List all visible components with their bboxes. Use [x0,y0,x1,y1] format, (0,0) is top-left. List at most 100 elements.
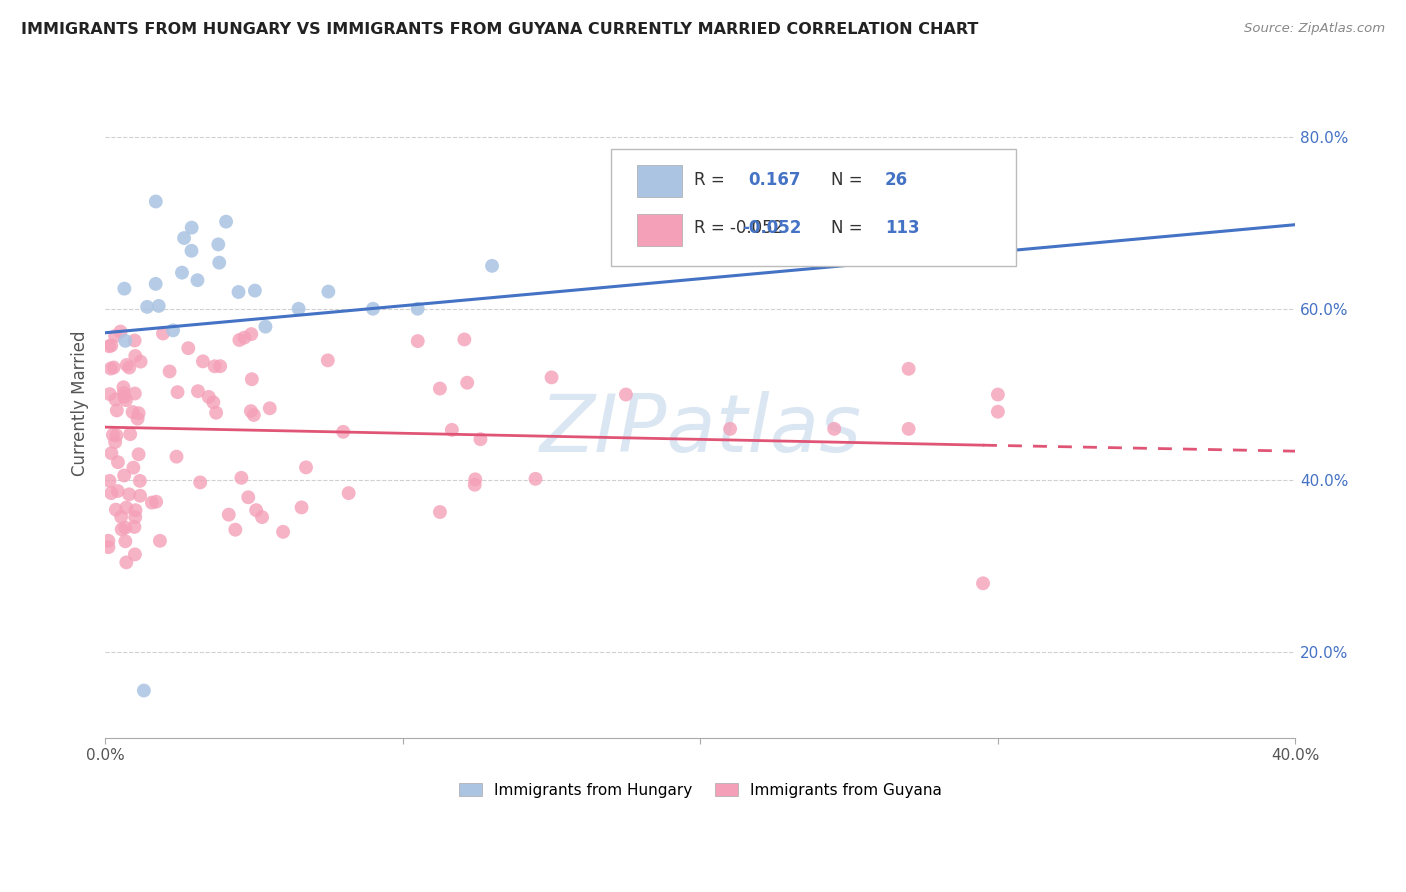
Point [132,683,155,698]
Point [112,380,135,394]
Point [209,359,232,374]
Point [118,487,141,501]
Point [614,387,637,401]
Point [149,533,172,548]
Text: 26: 26 [884,171,908,189]
Point [464,477,486,491]
Point [128,406,150,420]
Point [254,319,277,334]
Point [124,510,146,524]
Point [271,524,294,539]
Point [104,502,127,516]
Text: Source: ZipAtlas.com: Source: ZipAtlas.com [1244,22,1385,36]
Point [97,533,120,548]
Point [124,334,146,348]
Point [166,385,188,400]
Point [128,447,150,461]
Point [124,548,146,562]
Point [233,330,256,344]
Point [118,360,141,375]
Point [231,471,253,485]
Point [120,427,142,442]
Y-axis label: Currently Married: Currently Married [72,330,89,475]
Point [481,259,503,273]
Point [124,520,146,534]
Text: IMMIGRANTS FROM HUNGARY VS IMMIGRANTS FROM GUYANA CURRENTLY MARRIED CORRELATION : IMMIGRANTS FROM HUNGARY VS IMMIGRANTS FR… [21,22,979,37]
Point [218,508,240,522]
Point [100,486,122,500]
Point [124,349,146,363]
FancyBboxPatch shape [637,214,682,246]
Point [152,326,174,341]
Point [239,404,262,418]
Point [259,401,281,416]
Point [103,360,125,375]
Point [453,333,475,347]
Point [243,408,266,422]
FancyBboxPatch shape [612,149,1015,266]
Point [332,425,354,439]
Point [540,370,562,384]
Text: R =: R = [695,219,725,236]
Point [98,387,121,401]
Point [406,301,429,316]
Point [224,523,246,537]
Point [107,483,129,498]
Point [170,266,193,280]
Point [98,474,121,488]
Point [250,510,273,524]
Text: R =: R = [695,171,725,189]
Point [129,354,152,368]
Point [166,450,188,464]
Point [240,372,263,386]
Point [111,522,134,536]
Point [97,540,120,554]
Point [115,393,138,408]
Point [110,509,132,524]
Text: 0.167: 0.167 [748,171,800,189]
Point [124,386,146,401]
Point [718,422,741,436]
FancyBboxPatch shape [637,165,682,197]
Point [238,490,260,504]
Point [228,285,250,299]
Point [115,500,138,515]
Point [110,325,132,339]
Point [972,576,994,591]
Point [202,395,225,409]
Point [145,277,167,291]
Point [129,489,152,503]
Point [205,406,228,420]
Point [295,460,318,475]
Point [191,354,214,368]
Point [104,435,127,450]
Point [104,329,127,343]
Point [287,301,309,316]
Point [177,341,200,355]
Point [173,231,195,245]
Point [105,403,128,417]
Point [240,327,263,342]
Point [197,390,219,404]
Point [127,411,149,425]
Point [148,299,170,313]
Point [115,358,138,372]
Point [114,521,136,535]
Point [464,472,486,486]
Point [159,364,181,378]
Point [104,392,127,407]
Point [290,500,312,515]
Point [112,468,135,483]
Point [100,446,122,460]
Point [897,422,920,436]
Point [141,495,163,509]
Point [361,301,384,316]
Text: 113: 113 [884,219,920,236]
Point [188,475,211,490]
Point [115,555,138,569]
Point [524,472,547,486]
Point [121,405,143,419]
Point [186,273,208,287]
Point [105,428,128,442]
Point [162,323,184,337]
